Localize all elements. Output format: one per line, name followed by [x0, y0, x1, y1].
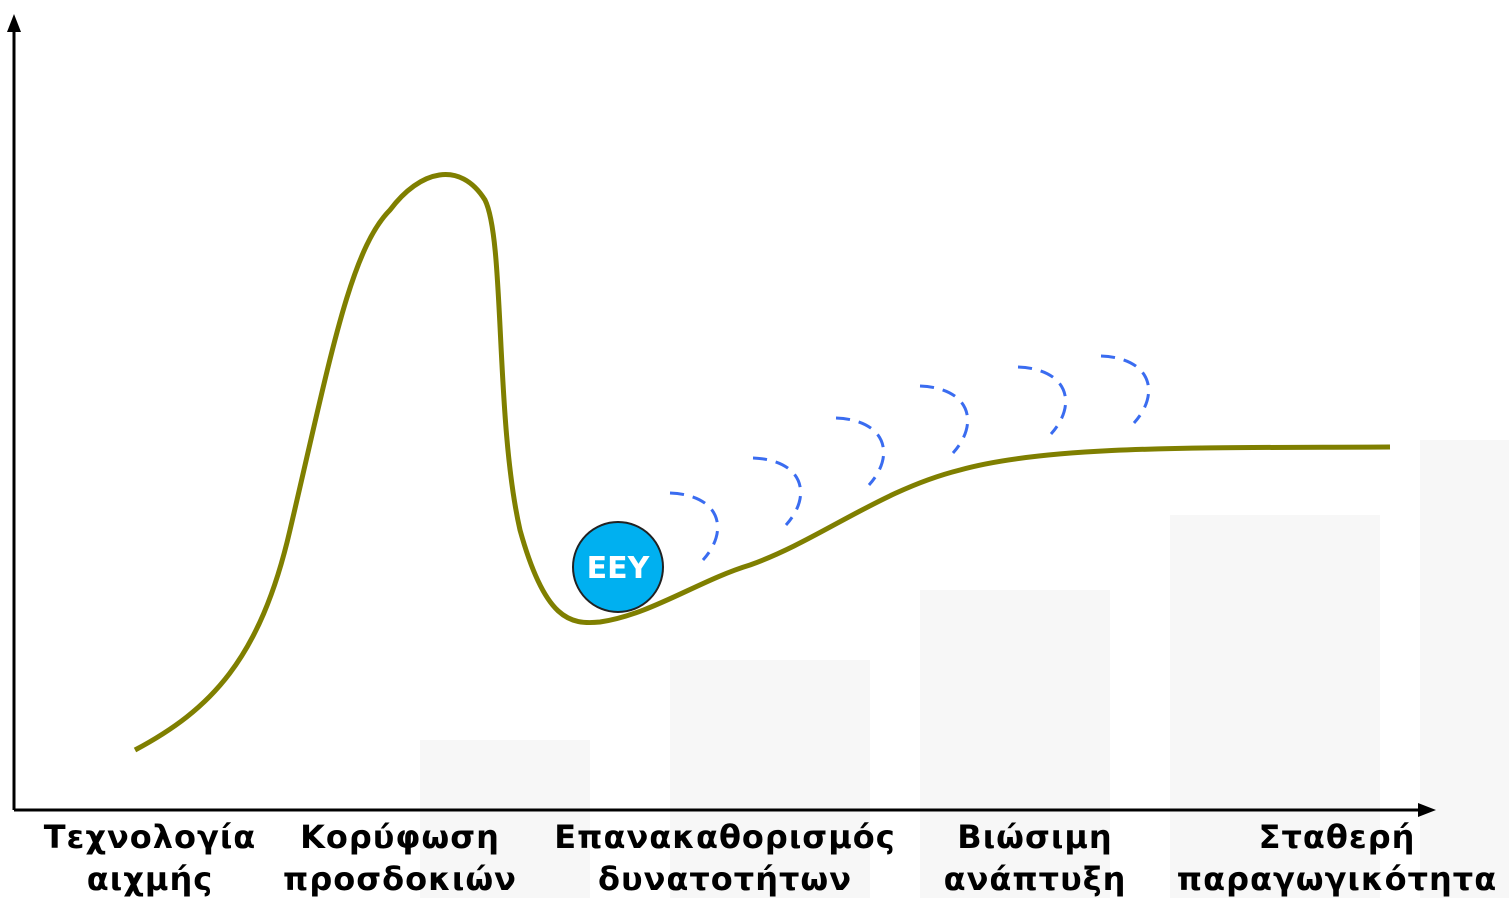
phase-label: αιχμής	[87, 860, 213, 898]
phase-label: Σταθερή	[1259, 818, 1416, 856]
phase-label: ανάπτυξη	[944, 860, 1127, 898]
phase-label: Τεχνολογία	[44, 818, 257, 856]
bounce-arcs	[670, 356, 1149, 560]
phase-label: προσδοκιών	[283, 860, 517, 898]
phase-label: δυνατοτήτων	[598, 860, 852, 898]
phase-label: παραγωγικότητα	[1177, 860, 1497, 898]
phase-label: Επανακαθορισμός	[554, 818, 895, 856]
phase-label: Βιώσιμη	[957, 818, 1112, 856]
badge-label: ΕΕΥ	[587, 551, 651, 586]
phase-label: Κορύφωση	[300, 818, 500, 856]
diagram: ΕΕΥ Τεχνολογία αιχμής Κορύφωση προσδοκιών Επ…	[0, 0, 1509, 898]
